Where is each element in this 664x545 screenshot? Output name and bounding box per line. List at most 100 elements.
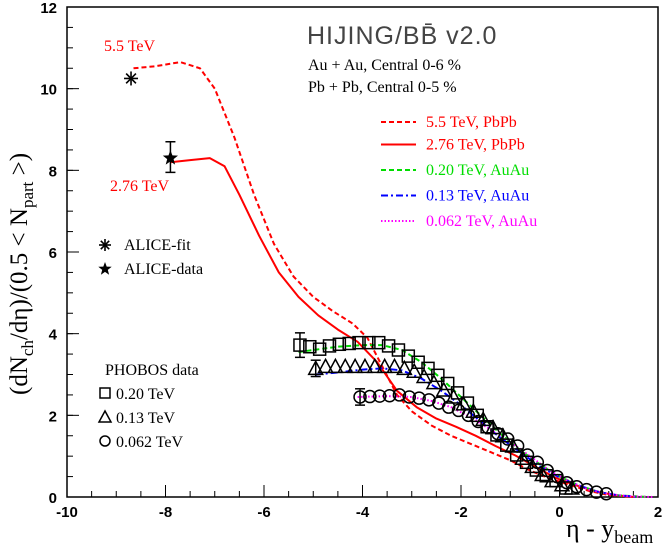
y-label-part: /dη)/(0.5 < N (6, 208, 33, 340)
circle-marker (540, 463, 554, 478)
square-marker (372, 335, 386, 350)
circle-marker (481, 420, 495, 435)
y-tick-label: 8 (49, 163, 57, 180)
data-markers (124, 71, 614, 501)
legend-label: ALICE-data (124, 261, 203, 278)
circle-marker (422, 393, 436, 407)
square-marker (362, 335, 376, 350)
triangle-marker (435, 381, 453, 397)
annotation-5.5-tev: 5.5 TeV (104, 38, 155, 55)
legend-asterisk-icon (99, 239, 111, 251)
circle-marker (520, 448, 535, 462)
triangle-marker (563, 479, 581, 495)
legend-label: ALICE-fit (124, 237, 191, 254)
y-axis-label: (dNch/dη)/(0.5 < Npart >) (6, 153, 37, 395)
triangle-marker (386, 357, 403, 374)
square-marker (470, 408, 485, 423)
triangle-marker (425, 374, 443, 390)
circle-marker (589, 485, 604, 499)
circle-marker (530, 455, 545, 470)
x-tick-label: 0 (555, 504, 563, 521)
legend-star-icon (98, 262, 112, 275)
circle-marker (412, 391, 426, 405)
circle-marker (372, 389, 387, 403)
y-tick-label: 12 (40, 0, 57, 17)
circle-marker (363, 389, 377, 404)
circle-marker (471, 414, 485, 429)
alice-star-marker (162, 150, 178, 165)
square-marker (431, 368, 445, 383)
triangle-marker (366, 357, 384, 374)
x-tick-label: -6 (257, 504, 270, 521)
triangle-marker (484, 419, 502, 435)
legend-label: 0.062 TeV (116, 434, 183, 451)
circle-marker (599, 486, 614, 501)
legend: 5.5 TeV, PbPb 2.76 TeV, PbPb 0.20 TeV, AuA… (97, 114, 537, 451)
triangle-marker (307, 359, 324, 376)
triangle-marker (543, 472, 561, 488)
header-line1: Au + Au, Central 0-6 % (308, 57, 461, 74)
axes: -10 -8 -6 -4 -2 0 2 0 2 4 6 8 10 12 (40, 0, 662, 521)
circle-marker (402, 390, 417, 404)
annotation-2.76-tev: 2.76 TeV (110, 178, 169, 195)
triangle-marker (376, 357, 393, 374)
legend-label: 2.76 TeV, PbPb (426, 137, 525, 154)
x-axis-label-sub: beam (614, 527, 653, 545)
y-label-sub-part: part (18, 181, 37, 208)
y-tick-label: 0 (49, 490, 57, 507)
triangle-marker (346, 357, 364, 374)
square-marker (293, 338, 307, 352)
x-tick-label: -10 (56, 504, 78, 521)
legend-label: 0.13 TeV, AuAu (426, 188, 529, 205)
triangle-marker (337, 357, 354, 374)
legend-square-icon (99, 387, 111, 399)
x-tick-label: 2 (654, 504, 662, 521)
triangle-marker (534, 465, 551, 482)
header-title: HIJING/BB̄ v2.0 (307, 22, 497, 50)
curve-2-76-tev-pbpb (170, 157, 634, 498)
legend-label: 0.20 TeV, AuAu (426, 162, 529, 179)
circle-marker (441, 400, 456, 414)
curve-5-5-tev-pbpb (133, 61, 634, 498)
square-marker (303, 339, 317, 354)
y-tick-label: 6 (49, 245, 57, 262)
legend-title: PHOBOS data (105, 362, 199, 379)
triangle-marker (455, 395, 472, 411)
legend-triangle-icon (97, 409, 113, 423)
square-marker (322, 339, 337, 353)
y-tick-label: 4 (49, 327, 58, 344)
y-label-part: (dN (6, 356, 33, 395)
triangle-marker (405, 362, 423, 378)
curve-0-13-tev-auau (315, 367, 639, 498)
square-marker (421, 361, 435, 376)
square-marker (332, 337, 347, 352)
x-axis-label-main: η - y (566, 514, 614, 543)
alice-asterisk-marker (124, 71, 139, 86)
x-axis-label: η - ybeam (566, 514, 653, 545)
header-line2: Pb + Pb, Central 0-5 % (308, 79, 457, 96)
y-tick-label: 2 (49, 408, 57, 425)
triangle-marker (553, 476, 571, 492)
circle-marker (382, 388, 397, 403)
triangle-marker (327, 357, 344, 374)
square-marker (539, 469, 553, 483)
circle-marker (510, 439, 525, 453)
circle-marker (461, 408, 476, 423)
triangle-marker (356, 357, 374, 374)
square-marker (342, 336, 356, 351)
triangle-marker (415, 367, 433, 384)
circle-marker (550, 469, 564, 484)
legend-label: 0.20 TeV (116, 386, 175, 403)
y-label-sub-ch: ch (18, 340, 37, 357)
y-label-part: >) (6, 153, 33, 182)
y-tick-label: 10 (40, 82, 57, 99)
square-marker (519, 455, 534, 470)
legend-circle-icon (99, 435, 111, 447)
error-bar (294, 332, 305, 359)
circle-marker (501, 432, 515, 446)
curve-0-062-tev-auau (357, 395, 654, 498)
circle-marker (569, 480, 584, 494)
legend-label: 5.5 TeV, PbPb (426, 114, 517, 131)
asterisk-stroke (100, 240, 110, 250)
